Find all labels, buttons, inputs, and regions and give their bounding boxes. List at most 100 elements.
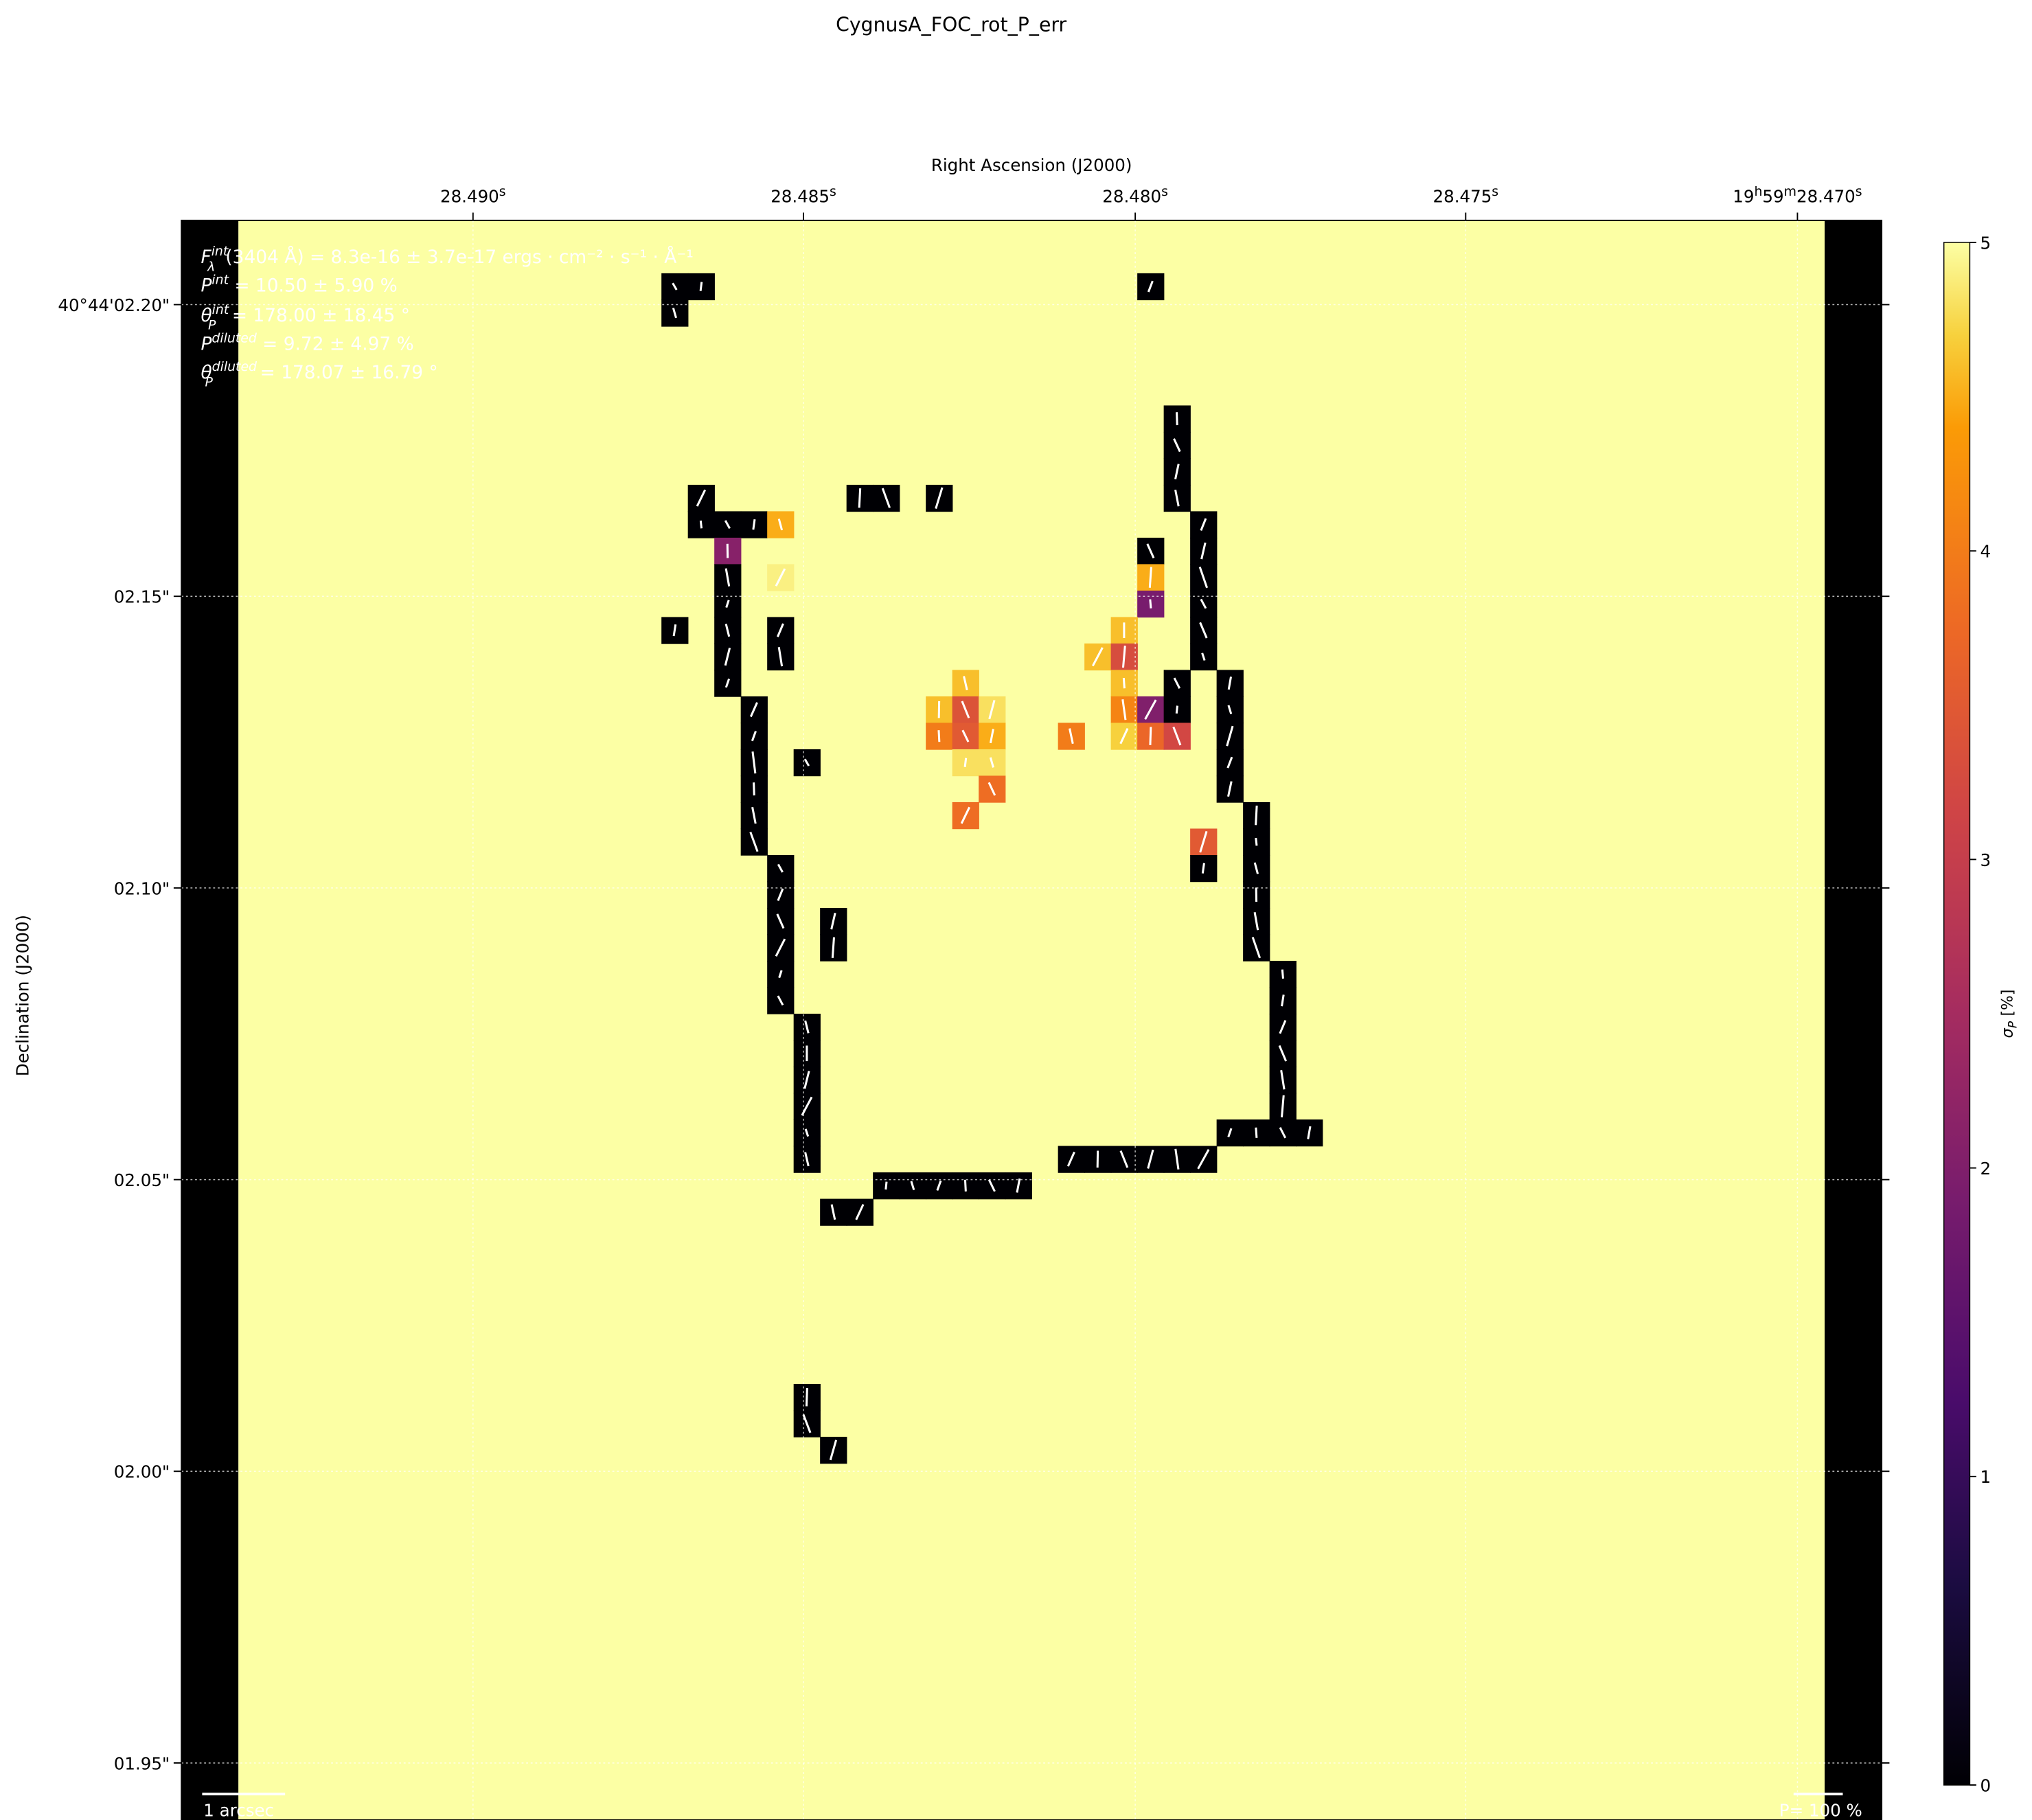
polarization-vector — [672, 307, 677, 319]
polarization-vector — [778, 970, 783, 979]
polarization-vector — [1175, 705, 1178, 714]
polarization-vector — [1197, 1149, 1210, 1170]
polarization-vector — [961, 729, 970, 742]
polarization-vector — [1147, 280, 1154, 293]
polarization-vector — [752, 519, 756, 530]
polarization-vector — [884, 1181, 888, 1190]
left-black-band — [181, 220, 239, 1820]
polarization-vector — [1148, 567, 1152, 588]
polarization-vector — [724, 678, 731, 688]
polarization-vector — [804, 1020, 810, 1034]
polarization-vector — [961, 701, 970, 719]
annotation-thetaint: θint P = 178.00 ± 18.45 ° — [201, 302, 410, 333]
polarization-vector — [855, 1204, 865, 1220]
polarization-vector — [1253, 911, 1259, 931]
polarization-vector — [963, 1179, 967, 1192]
polarization-vector — [989, 757, 994, 768]
polarization-vector — [1121, 699, 1127, 720]
x-tick-label: 28.480s — [1102, 184, 1168, 206]
x-axis-label: Right Ascension (J2000) — [931, 155, 1132, 175]
plot-area — [181, 220, 1882, 1820]
polarization-vector — [1176, 412, 1178, 426]
polarization-vector — [1255, 837, 1258, 846]
integrated-values-annotation: Fint λ (3404 Å) = 8.3e-16 ± 3.7e-17 ergs ·… — [201, 244, 694, 390]
polarization-vector — [805, 1388, 808, 1407]
colorbar-tick-label: 4 — [1980, 542, 1991, 562]
polarization-vector — [1201, 863, 1205, 874]
polarization-vector — [1280, 1070, 1286, 1090]
polarization-vector — [1149, 599, 1152, 608]
polarization-vector — [803, 758, 810, 766]
right-black-band — [1825, 220, 1882, 1820]
y-tick-label: 02.10" — [114, 878, 170, 898]
polarization-vector — [1279, 1020, 1287, 1034]
polarization-vector — [1280, 1095, 1285, 1117]
scalebar-label: 1 arcsec — [203, 1800, 274, 1820]
x-tick-label: 19h59m28.470s — [1733, 184, 1862, 206]
polarization-vector — [1172, 726, 1182, 746]
polarization-vector — [1149, 727, 1152, 745]
polarization-vector — [1200, 518, 1207, 531]
polarization-vector — [1200, 542, 1207, 560]
polarization-vector — [988, 700, 996, 720]
polarization-vector — [725, 600, 730, 608]
polarization-vector — [1281, 994, 1285, 1007]
polarization-vector — [1255, 1127, 1258, 1138]
axes-frame — [181, 219, 1883, 1820]
polarization-vector — [749, 702, 758, 718]
polarization-vector — [1119, 1150, 1129, 1168]
polarization-vector — [988, 782, 996, 796]
polarization-vector — [1226, 725, 1234, 747]
polarization-vector — [777, 519, 784, 531]
polarization-vector — [699, 282, 703, 291]
y-tick-label: 02.15" — [114, 587, 170, 607]
polarization-vector — [936, 1180, 942, 1191]
polarization-vector — [1201, 652, 1206, 661]
polarization-vector — [1227, 781, 1233, 797]
polarization-vector — [777, 888, 784, 902]
colorbar-ticks — [1970, 242, 1976, 1786]
polarization-vector — [829, 1440, 838, 1461]
polarization-vector — [963, 676, 968, 691]
polarization-vector — [881, 488, 891, 508]
polarization-vector — [831, 937, 835, 958]
polarization-vector — [751, 751, 757, 774]
polarization-vector — [1227, 676, 1232, 690]
polarization-vectors — [672, 280, 1312, 1461]
polarization-vector — [1199, 622, 1208, 639]
polarization-vector — [1198, 567, 1209, 589]
polarization-vector — [1069, 728, 1074, 744]
polarization-vector — [1122, 678, 1126, 689]
x-tick-label: 28.485s — [770, 184, 836, 206]
polarization-vector — [858, 488, 862, 508]
polarization-vector — [1174, 464, 1180, 480]
colorbar-tick-label: 5 — [1980, 233, 1991, 253]
polarization-vector — [1091, 647, 1104, 667]
colorbar — [1943, 242, 1971, 1786]
polarization-vector — [989, 729, 994, 744]
polarization-vector — [960, 806, 971, 824]
polarization-vector — [1226, 756, 1233, 769]
annotation-pint: Pint = 10.50 ± 5.90 % — [201, 272, 398, 296]
polarization-vector — [801, 1096, 813, 1116]
polarization-vector — [1174, 489, 1180, 507]
polarization-vector — [775, 938, 786, 957]
polarization-vector — [1255, 805, 1258, 826]
polarization-vector — [776, 623, 784, 637]
polarization-vector — [935, 487, 944, 509]
polarization-vector — [1066, 1151, 1075, 1167]
colorbar-label: σP [%] — [1999, 990, 2020, 1038]
polarization-vector — [1016, 1178, 1021, 1193]
polarization-vector — [724, 520, 731, 530]
polarization-vector — [830, 1204, 836, 1220]
polarization-vector — [804, 1128, 810, 1137]
grid-lines — [181, 220, 1882, 1820]
annotation-thetadiluted: θdiluted P = 178.07 ± 16.79 ° — [201, 359, 438, 390]
polarization-vector — [749, 832, 759, 852]
x-tick-label: 28.475s — [1433, 184, 1499, 206]
axis-ticks — [173, 212, 1890, 1764]
polarization-vector — [777, 863, 784, 873]
y-tick-label: 40°44'02.20" — [58, 295, 170, 315]
polarization-vector — [1174, 1148, 1180, 1170]
